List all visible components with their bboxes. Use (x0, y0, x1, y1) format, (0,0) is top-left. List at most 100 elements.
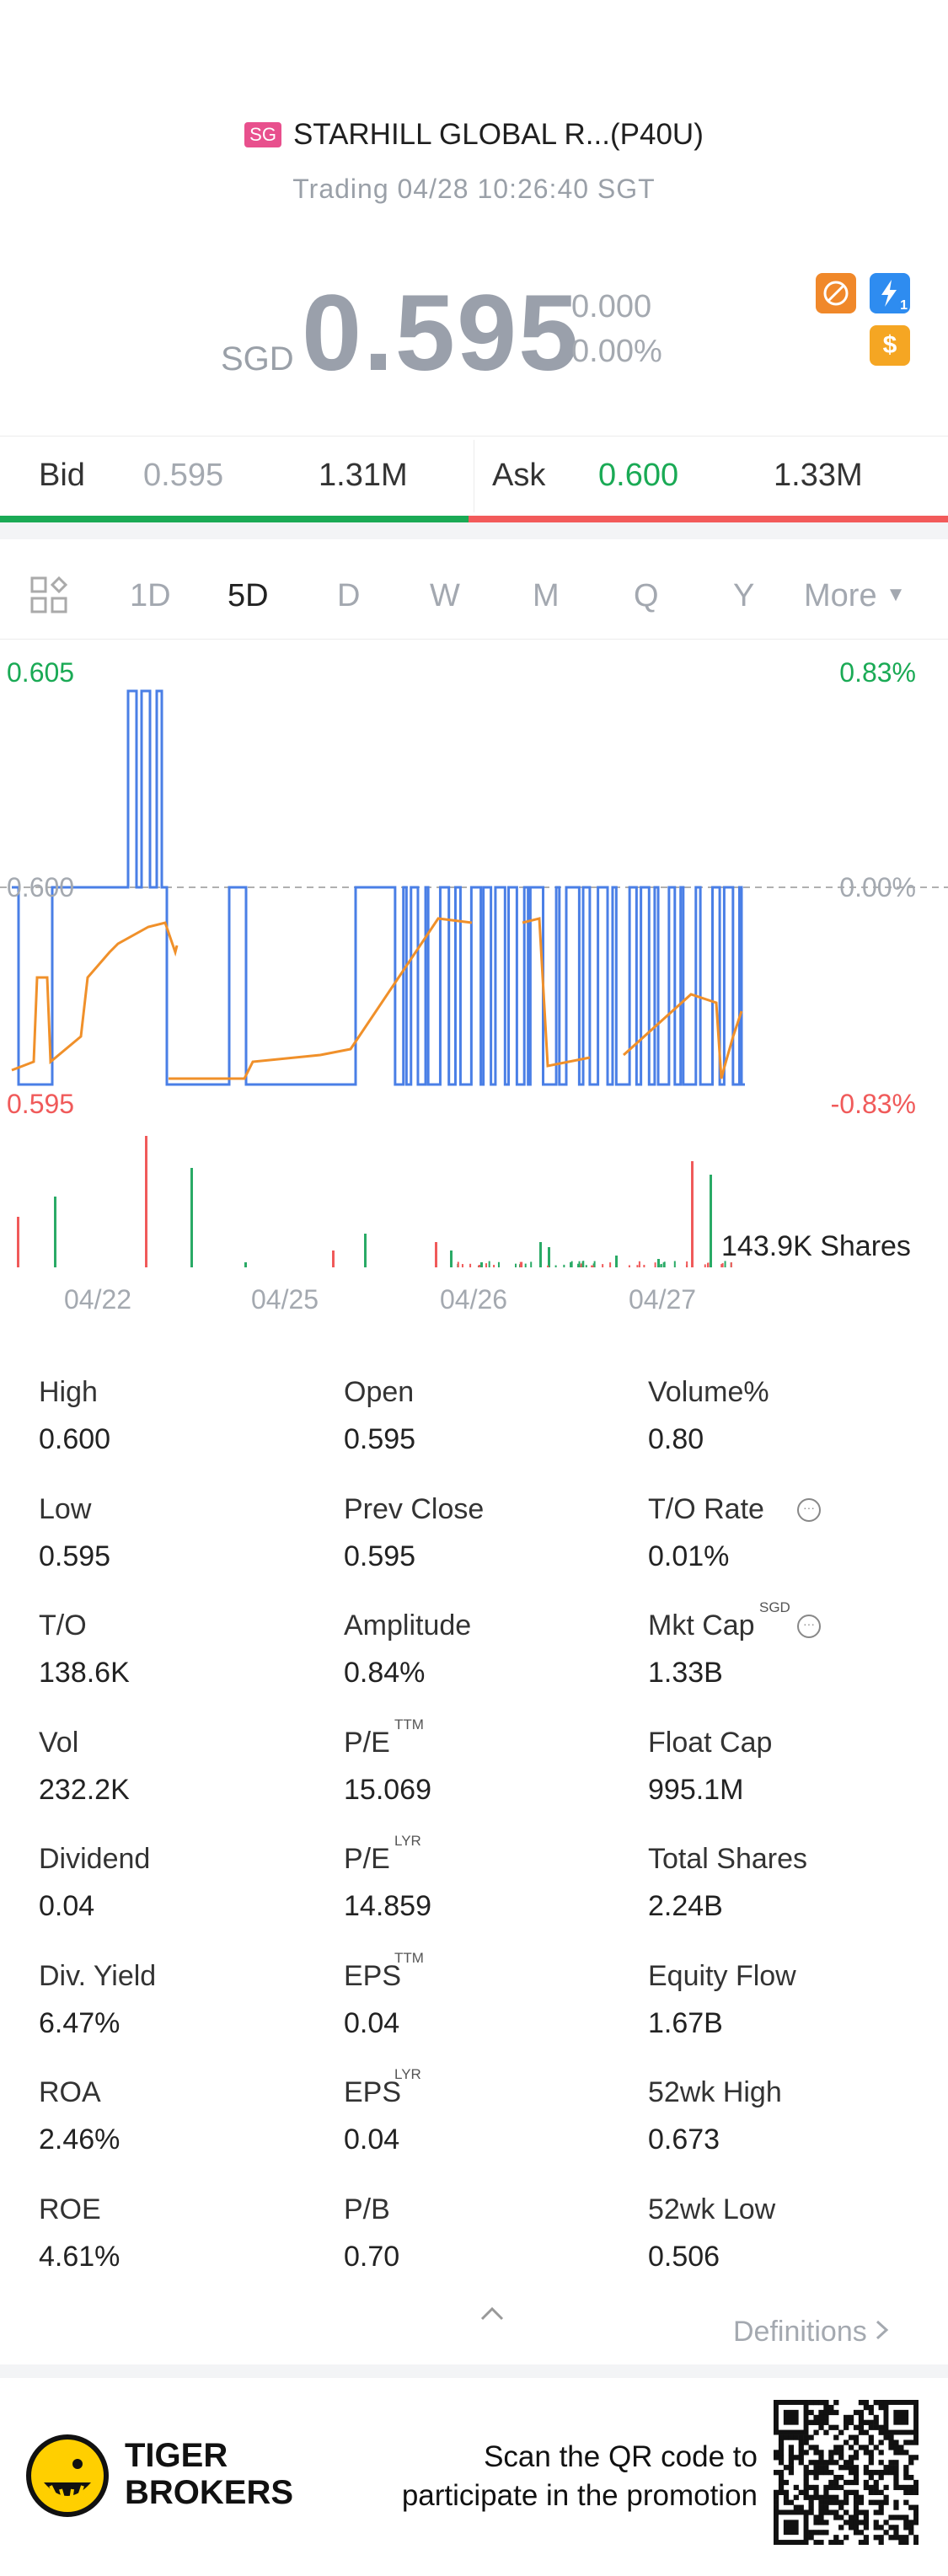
price-change: 0.000 (571, 289, 652, 324)
bid-label: Bid (39, 458, 85, 493)
tab-q[interactable]: Q (634, 578, 659, 613)
pct-axis-mid: 0.00% (839, 872, 916, 902)
no-fee-icon[interactable] (816, 273, 856, 313)
promo-text: Scan the QR code to participate in the p… (402, 2438, 758, 2515)
stat-superscript: LYR (394, 1833, 421, 1849)
volume-bar (519, 1261, 522, 1267)
volume-bar (636, 1265, 639, 1267)
stat-value: 138.6K (39, 1657, 130, 1689)
info-icon[interactable]: ··· (797, 1615, 821, 1638)
ask-label: Ask (492, 458, 546, 493)
volume-bar (615, 1256, 618, 1267)
tab-more[interactable]: More ▼ (804, 578, 906, 614)
stat-label: EPS (344, 2076, 402, 2108)
volume-bar (332, 1251, 335, 1267)
volume-bar (628, 1265, 630, 1267)
brand-name: TIGER BROKERS (125, 2437, 293, 2511)
tab-1d[interactable]: 1D (130, 578, 171, 613)
stat-value: 0.595 (39, 1540, 111, 1572)
date-label: 04/26 (440, 1284, 508, 1315)
stock-title-row[interactable]: SG STARHILL GLOBAL R...(P40U) (0, 118, 948, 152)
stat-value: 0.04 (39, 1890, 95, 1922)
volume-bar (710, 1175, 712, 1267)
price-line (12, 689, 745, 1086)
pct-axis-bottom: -0.83% (830, 1089, 916, 1119)
volume-bar (685, 1264, 688, 1267)
volume-bar (488, 1261, 490, 1267)
stat-value: 0.70 (344, 2241, 400, 2273)
stat-label: 52wk Low (648, 2193, 776, 2225)
stat-label: T/O (39, 1609, 87, 1641)
volume-bar (643, 1264, 645, 1267)
price-chart[interactable] (0, 640, 948, 1315)
tab-y[interactable]: Y (733, 578, 755, 613)
tab-m[interactable]: M (533, 578, 560, 613)
volume-bar (660, 1263, 662, 1267)
bid-volume-bar (0, 516, 469, 522)
definitions-link[interactable]: Definitions (733, 2316, 892, 2348)
stat-value: 0.04 (344, 2007, 400, 2039)
tab-d[interactable]: D (337, 578, 361, 613)
volume-bar (580, 1263, 582, 1267)
avg-line (622, 993, 743, 1079)
ask-price[interactable]: 0.600 (598, 458, 679, 493)
caret-down-icon: ▼ (886, 583, 906, 606)
volume-bar (554, 1265, 557, 1267)
volume-bar (450, 1251, 453, 1267)
stat-value: 0.600 (39, 1423, 111, 1455)
trading-status: Trading 04/28 10:26:40 SGT (292, 174, 656, 204)
avg-line (522, 917, 591, 1068)
volume-bar (662, 1262, 665, 1267)
quote-header: SG STARHILL GLOBAL R...(P40U) Trading 04/… (0, 0, 948, 430)
brand-line-2: BROKERS (125, 2474, 294, 2511)
volume-bar (577, 1265, 580, 1267)
definitions-label: Definitions (733, 2316, 867, 2348)
stat-label: T/O Rate (648, 1493, 764, 1525)
promo-line-1: Scan the QR code to (484, 2440, 758, 2473)
stat-label: ROA (39, 2076, 101, 2108)
chevron-up-icon[interactable] (477, 2304, 507, 2324)
volume-bar (548, 1247, 550, 1267)
price-axis-mid: 0.600 (7, 872, 75, 902)
volume-bar (479, 1265, 481, 1267)
price-change-pct: 0.00% (571, 334, 662, 369)
tab-more-label: More (804, 578, 877, 613)
section-gap (0, 522, 948, 539)
stat-value: 0.595 (344, 1423, 416, 1455)
tiger-logo-icon (25, 2434, 110, 2518)
tab-w[interactable]: W (430, 578, 460, 613)
stat-value: 995.1M (648, 1774, 744, 1806)
price-axis-top: 0.605 (7, 657, 75, 688)
info-icon[interactable]: ··· (797, 1498, 821, 1522)
stat-superscript: TTM (394, 1950, 424, 1966)
currency-label: SGD (221, 340, 294, 378)
volume-bar (497, 1261, 500, 1267)
date-label: 04/25 (251, 1284, 319, 1315)
dollar-icon[interactable]: $ (870, 325, 910, 366)
volume-bar (720, 1264, 723, 1267)
bid-size: 1.31M (319, 458, 408, 493)
stat-label: Float Cap (648, 1727, 773, 1759)
stat-label: P/B (344, 2193, 390, 2225)
stat-label: P/E (344, 1843, 390, 1875)
tab-5d[interactable]: 5D (228, 578, 269, 613)
volume-bar (570, 1261, 573, 1267)
stat-value: 0.80 (648, 1423, 704, 1455)
lightning-level-icon[interactable]: 1 (870, 273, 910, 313)
volume-bar (673, 1261, 676, 1267)
volume-bar (530, 1261, 533, 1267)
volume-bar (686, 1261, 688, 1267)
volume-bar (244, 1262, 247, 1267)
stat-label: Equity Flow (648, 1960, 796, 1992)
volume-bar (638, 1261, 640, 1267)
bid-price[interactable]: 0.595 (143, 458, 224, 493)
brand-line-1: TIGER (125, 2437, 228, 2474)
stat-label: Vol (39, 1727, 79, 1759)
promo-line-2: participate in the promotion (401, 2479, 758, 2512)
qr-code-icon[interactable] (774, 2400, 919, 2545)
date-label: 04/22 (64, 1284, 132, 1315)
volume-bar (707, 1262, 710, 1267)
volume-bar (469, 1263, 472, 1267)
chart-layout-icon[interactable] (30, 576, 68, 613)
stat-label: ROE (39, 2193, 101, 2225)
